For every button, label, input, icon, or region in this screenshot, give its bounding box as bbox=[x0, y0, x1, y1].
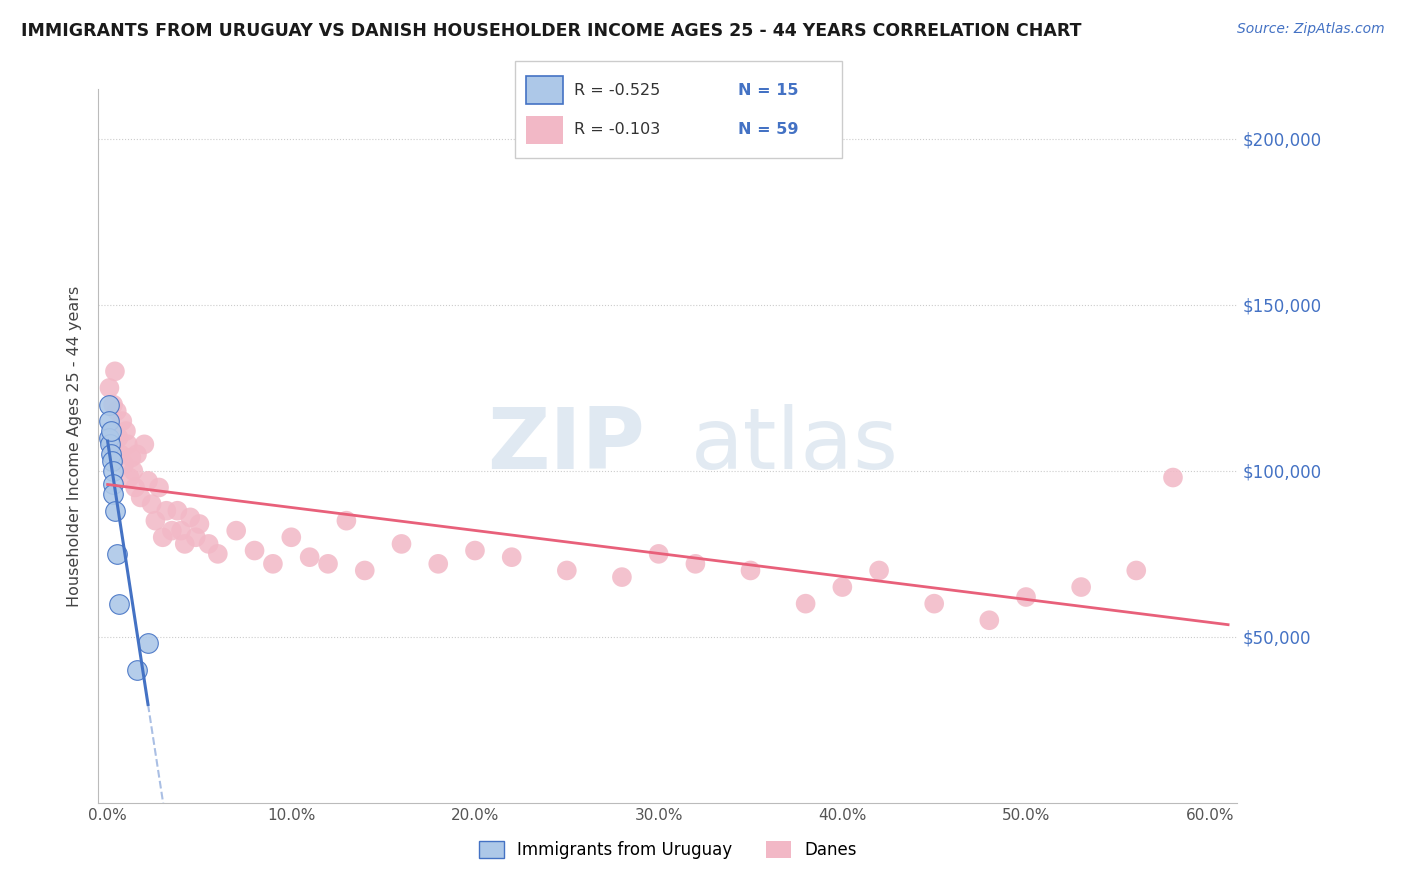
Point bbox=[1161, 470, 1184, 484]
Point bbox=[101, 464, 124, 478]
Point bbox=[101, 487, 124, 501]
Point bbox=[136, 474, 159, 488]
Point bbox=[104, 504, 127, 518]
Point bbox=[115, 424, 138, 438]
Point bbox=[464, 543, 486, 558]
Point bbox=[105, 404, 128, 418]
Point bbox=[335, 514, 357, 528]
Point bbox=[134, 437, 156, 451]
Point bbox=[122, 464, 145, 478]
Point bbox=[979, 613, 1001, 627]
Point bbox=[125, 663, 148, 677]
Text: IMMIGRANTS FROM URUGUAY VS DANISH HOUSEHOLDER INCOME AGES 25 - 44 YEARS CORRELAT: IMMIGRANTS FROM URUGUAY VS DANISH HOUSEH… bbox=[21, 22, 1081, 40]
Point bbox=[125, 447, 148, 461]
Point bbox=[427, 557, 450, 571]
Point bbox=[197, 537, 219, 551]
Point bbox=[112, 457, 135, 471]
Text: R = -0.525: R = -0.525 bbox=[574, 83, 661, 97]
Point bbox=[555, 564, 578, 578]
Point bbox=[179, 510, 201, 524]
Point bbox=[104, 364, 127, 378]
Point bbox=[391, 537, 413, 551]
Point bbox=[98, 431, 121, 445]
Point bbox=[166, 504, 188, 518]
Point bbox=[124, 481, 146, 495]
Point bbox=[111, 414, 134, 428]
Bar bbox=[526, 116, 562, 144]
Text: ZIP: ZIP bbox=[488, 404, 645, 488]
Point bbox=[188, 516, 211, 531]
Point bbox=[170, 524, 193, 538]
Point bbox=[110, 447, 132, 461]
Point bbox=[922, 597, 945, 611]
Point bbox=[148, 481, 170, 495]
Point bbox=[117, 437, 139, 451]
Point bbox=[97, 397, 120, 411]
Point bbox=[145, 514, 167, 528]
Point bbox=[831, 580, 853, 594]
Point bbox=[225, 524, 247, 538]
Point bbox=[298, 550, 321, 565]
Point bbox=[141, 497, 163, 511]
Point bbox=[740, 564, 762, 578]
Point bbox=[129, 491, 152, 505]
Point bbox=[100, 437, 122, 451]
Point bbox=[647, 547, 669, 561]
Point bbox=[1070, 580, 1092, 594]
Point bbox=[155, 504, 177, 518]
Point bbox=[101, 397, 124, 411]
Point bbox=[98, 437, 121, 451]
Point bbox=[101, 477, 124, 491]
Point bbox=[353, 564, 375, 578]
Point bbox=[262, 557, 284, 571]
Point bbox=[98, 414, 121, 428]
Point bbox=[173, 537, 195, 551]
Point bbox=[107, 597, 129, 611]
Point bbox=[610, 570, 633, 584]
Y-axis label: Householder Income Ages 25 - 44 years: Householder Income Ages 25 - 44 years bbox=[66, 285, 82, 607]
Legend: Immigrants from Uruguay, Danes: Immigrants from Uruguay, Danes bbox=[472, 834, 863, 866]
Text: R = -0.103: R = -0.103 bbox=[574, 122, 661, 137]
Point bbox=[152, 530, 174, 544]
Text: atlas: atlas bbox=[690, 404, 898, 488]
Point bbox=[207, 547, 229, 561]
Point bbox=[98, 381, 121, 395]
Bar bbox=[526, 76, 562, 104]
Point bbox=[1015, 590, 1038, 604]
Point bbox=[794, 597, 817, 611]
Point bbox=[184, 530, 207, 544]
Point bbox=[136, 636, 159, 650]
Text: N = 15: N = 15 bbox=[738, 83, 799, 97]
Point bbox=[280, 530, 302, 544]
Point bbox=[685, 557, 707, 571]
Point bbox=[1125, 564, 1147, 578]
Point bbox=[868, 564, 890, 578]
Point bbox=[316, 557, 339, 571]
Text: N = 59: N = 59 bbox=[738, 122, 799, 137]
Point bbox=[100, 447, 122, 461]
Point bbox=[107, 431, 129, 445]
Text: Source: ZipAtlas.com: Source: ZipAtlas.com bbox=[1237, 22, 1385, 37]
Point bbox=[160, 524, 183, 538]
FancyBboxPatch shape bbox=[515, 61, 842, 158]
Point bbox=[105, 547, 128, 561]
Point bbox=[243, 543, 266, 558]
Point bbox=[118, 470, 141, 484]
Point bbox=[100, 424, 122, 438]
Point bbox=[121, 450, 143, 465]
Point bbox=[501, 550, 523, 565]
Point bbox=[101, 454, 124, 468]
